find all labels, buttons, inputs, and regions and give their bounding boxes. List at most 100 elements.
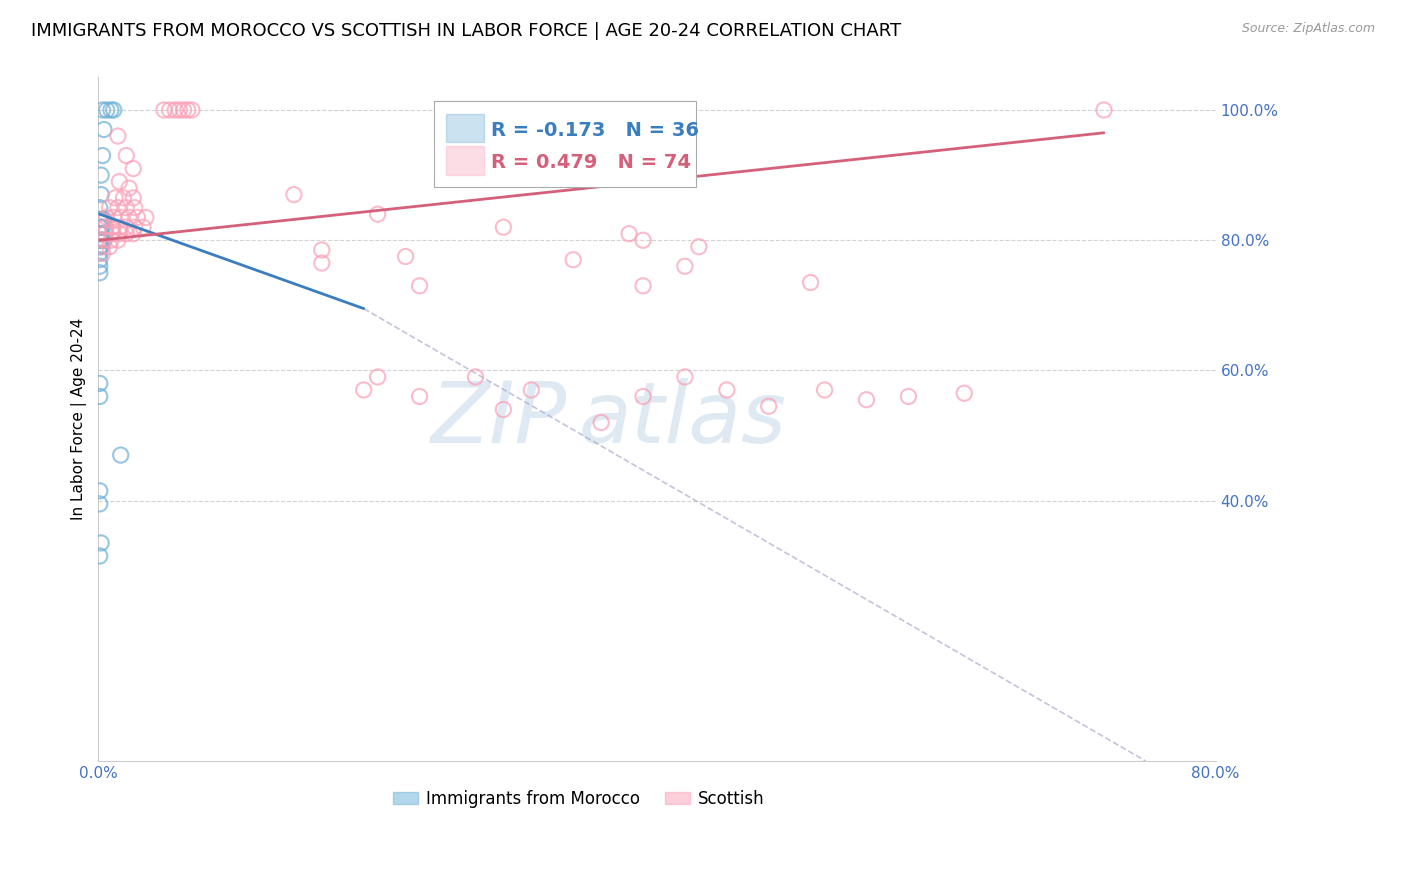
Point	[91, 233, 114, 247]
Text: atlas: atlas	[579, 377, 787, 461]
Point	[122, 191, 145, 205]
Point	[107, 233, 129, 247]
Point	[591, 416, 613, 430]
Point	[89, 240, 111, 254]
Point	[90, 212, 112, 227]
Point	[408, 389, 430, 403]
Point	[89, 497, 111, 511]
Point	[132, 220, 155, 235]
Point	[98, 201, 121, 215]
Point	[688, 240, 710, 254]
Point	[311, 256, 333, 270]
Point	[91, 212, 114, 227]
Point	[89, 483, 111, 498]
Point	[367, 370, 389, 384]
FancyBboxPatch shape	[433, 102, 696, 186]
Point	[673, 259, 696, 273]
Point	[631, 389, 654, 403]
Point	[124, 201, 146, 215]
Point	[110, 211, 132, 225]
Point	[89, 233, 111, 247]
Point	[107, 201, 129, 215]
Point	[91, 240, 114, 254]
Point	[91, 246, 114, 260]
Point	[165, 103, 187, 117]
Point	[118, 181, 141, 195]
Point	[716, 383, 738, 397]
Point	[173, 103, 195, 117]
Point	[1092, 103, 1115, 117]
Point	[93, 233, 115, 247]
Point	[673, 370, 696, 384]
Text: R = 0.479   N = 74: R = 0.479 N = 74	[491, 153, 690, 172]
Point	[953, 386, 976, 401]
Point	[631, 233, 654, 247]
Point	[89, 389, 111, 403]
Point	[89, 376, 111, 391]
Point	[800, 276, 823, 290]
Point	[311, 243, 333, 257]
Point	[103, 103, 125, 117]
Point	[181, 103, 204, 117]
Point	[897, 389, 920, 403]
Point	[107, 129, 129, 144]
Point	[93, 233, 115, 247]
Point	[100, 233, 122, 247]
Point	[283, 187, 305, 202]
Text: ZIP: ZIP	[432, 377, 568, 461]
Point	[89, 220, 111, 235]
Point	[353, 383, 375, 397]
Point	[96, 103, 118, 117]
Point	[91, 220, 114, 235]
Point	[94, 220, 117, 235]
Point	[169, 103, 191, 117]
Point	[96, 211, 118, 225]
Point	[104, 191, 127, 205]
Point	[112, 191, 135, 205]
Point	[115, 201, 138, 215]
Y-axis label: In Labor Force | Age 20-24: In Labor Force | Age 20-24	[72, 318, 87, 520]
Point	[122, 227, 145, 241]
Point	[90, 168, 112, 182]
Point	[108, 220, 131, 235]
Point	[101, 227, 124, 241]
Point	[110, 448, 132, 462]
Point	[89, 212, 111, 227]
Point	[90, 227, 112, 241]
Text: Source: ZipAtlas.com: Source: ZipAtlas.com	[1241, 22, 1375, 36]
Point	[93, 212, 115, 227]
Point	[91, 103, 114, 117]
Point	[408, 278, 430, 293]
Point	[90, 536, 112, 550]
Point	[93, 122, 115, 136]
FancyBboxPatch shape	[446, 113, 484, 143]
Point	[89, 246, 111, 260]
Text: IMMIGRANTS FROM MOROCCO VS SCOTTISH IN LABOR FORCE | AGE 20-24 CORRELATION CHART: IMMIGRANTS FROM MOROCCO VS SCOTTISH IN L…	[31, 22, 901, 40]
Point	[90, 233, 112, 247]
Point	[135, 211, 157, 225]
Point	[90, 187, 112, 202]
Point	[562, 252, 585, 267]
Point	[127, 211, 149, 225]
Text: R = -0.173   N = 36: R = -0.173 N = 36	[491, 121, 699, 140]
Point	[108, 227, 131, 241]
Point	[98, 240, 121, 254]
Point	[89, 201, 111, 215]
Point	[520, 383, 543, 397]
Point	[367, 207, 389, 221]
Point	[492, 220, 515, 235]
Point	[115, 220, 138, 235]
Point	[91, 148, 114, 162]
Point	[90, 220, 112, 235]
Point	[464, 370, 486, 384]
Point	[115, 227, 138, 241]
Point	[118, 211, 141, 225]
Point	[89, 549, 111, 563]
Point	[115, 148, 138, 162]
Point	[89, 252, 111, 267]
Point	[89, 266, 111, 280]
Point	[153, 103, 176, 117]
Point	[122, 161, 145, 176]
Point	[855, 392, 877, 407]
Point	[631, 278, 654, 293]
